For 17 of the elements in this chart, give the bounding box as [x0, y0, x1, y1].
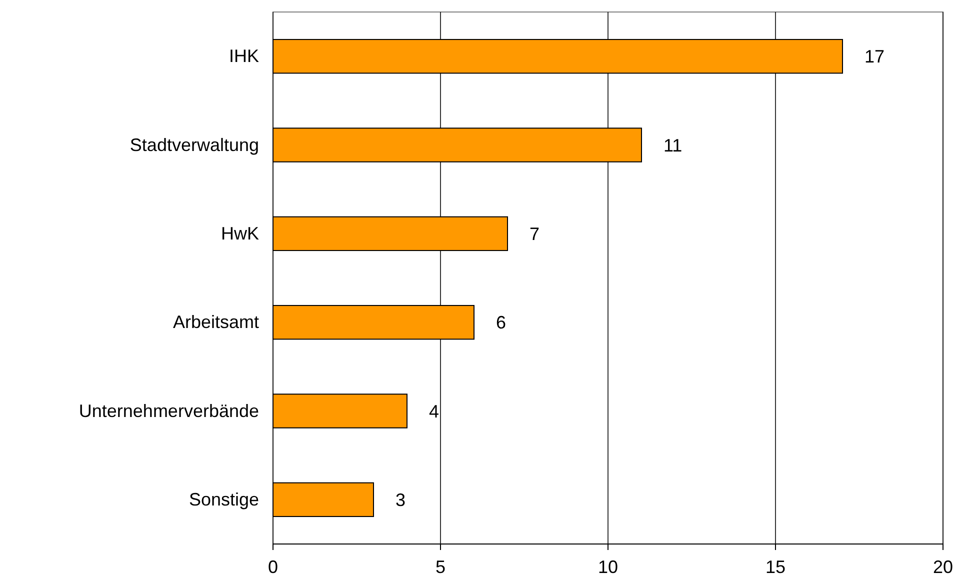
y-tick-label: HwK: [220, 223, 259, 244]
data-label: 11: [664, 135, 682, 156]
data-label: 6: [496, 312, 506, 333]
y-tick-label: Arbeitsamt: [172, 312, 259, 332]
data-label: 4: [429, 401, 440, 422]
y-tick-label: Unternehmerverbände: [78, 400, 259, 421]
data-label: 7: [530, 224, 540, 244]
x-tick-label: 0: [268, 556, 278, 577]
data-label: 3: [396, 490, 406, 510]
x-tick-label: 5: [435, 556, 446, 577]
x-tick-label: 20: [932, 556, 954, 577]
y-tick-label: Stadtverwaltung: [130, 134, 259, 155]
x-tick-label: 15: [765, 556, 786, 577]
y-tick-label: Sonstige: [188, 489, 259, 510]
x-tick-label: 10: [598, 556, 618, 577]
data-label: 17: [864, 46, 885, 67]
y-tick-label: IHK: [228, 46, 259, 66]
